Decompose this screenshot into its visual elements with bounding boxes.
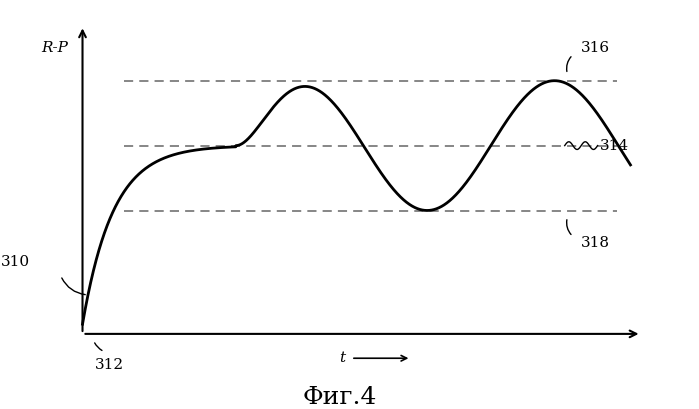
Text: 314: 314	[600, 139, 630, 153]
Text: 310: 310	[1, 256, 31, 270]
Text: 312: 312	[95, 358, 124, 372]
Text: t: t	[340, 351, 345, 365]
Text: Фиг.4: Фиг.4	[303, 386, 377, 409]
Text: R-P: R-P	[42, 41, 69, 55]
Text: 318: 318	[581, 236, 610, 250]
Text: 316: 316	[581, 41, 610, 55]
